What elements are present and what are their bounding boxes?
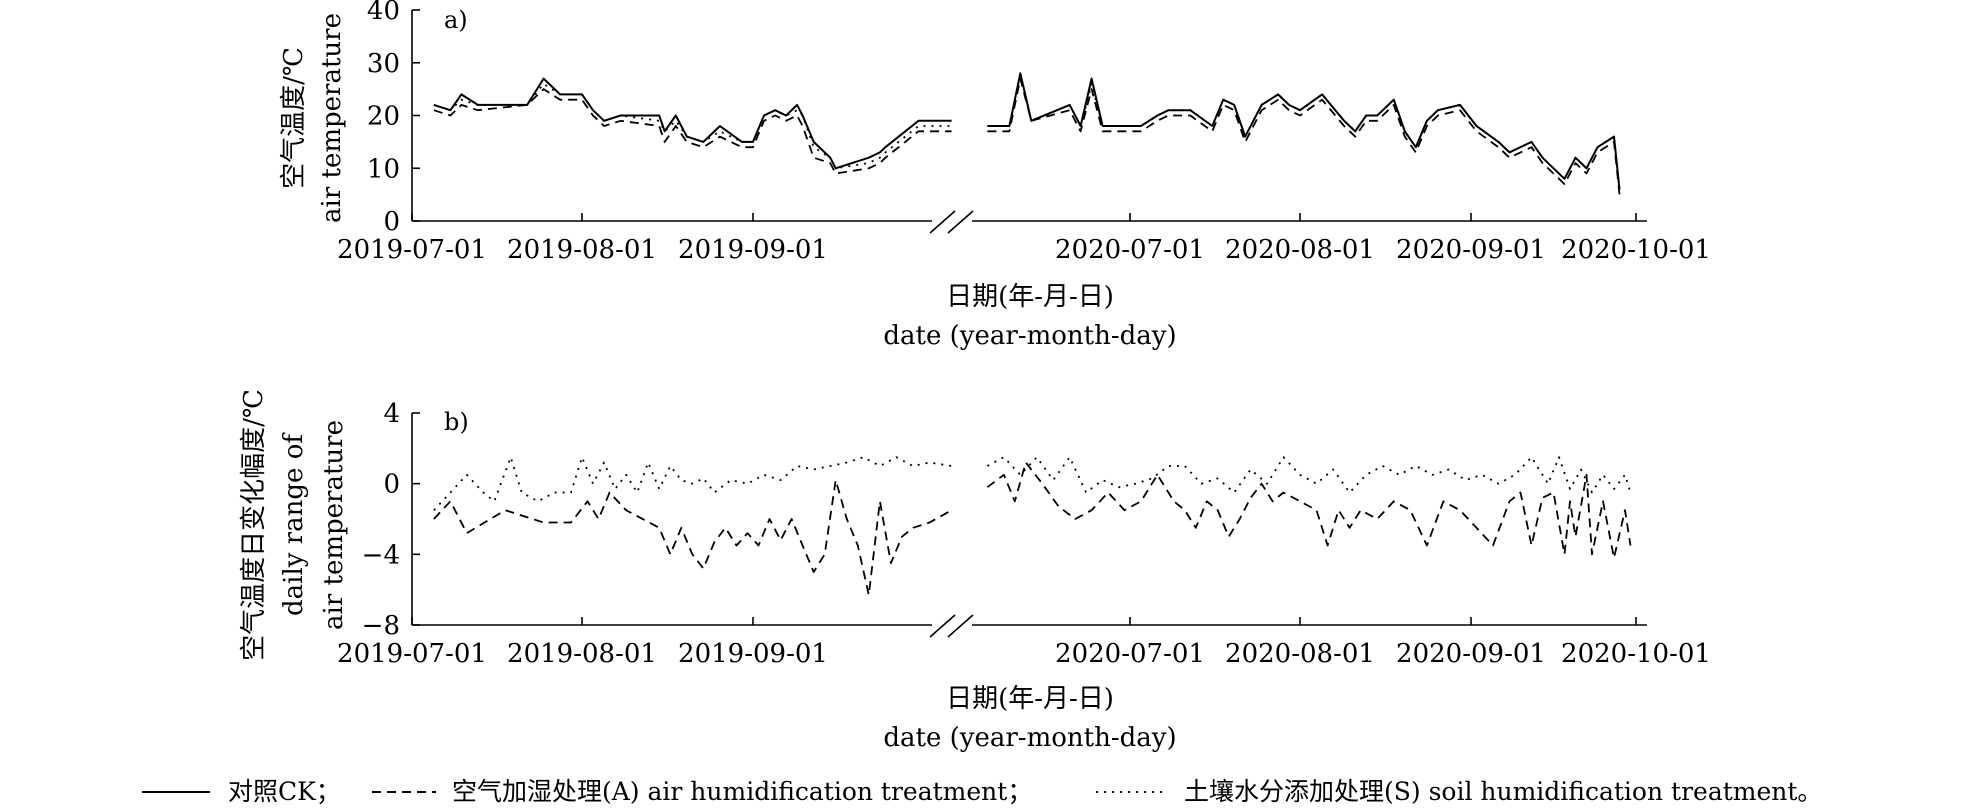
panel-a-series — [433, 72, 1621, 195]
series-dotted-segment-2 — [986, 456, 1632, 494]
panel-b-axis-break-mark-1 — [929, 614, 956, 638]
panel-b-x-ticks: 2019-07-01 2019-08-01 2019-09-01 2020-07-01… — [337, 617, 1711, 669]
y-tick-label: 0 — [383, 470, 400, 500]
series-dashed-segment-2 — [987, 77, 1621, 195]
y-tick-label: 40 — [367, 0, 400, 26]
y-tick-label: 30 — [367, 49, 400, 79]
x-tick-label: 2020-09-01 — [1396, 235, 1546, 265]
panel-b-series — [433, 456, 1632, 596]
panel-b-axis-break-mark-2 — [947, 614, 974, 638]
x-tick-label: 2020-09-01 — [1396, 639, 1546, 669]
y-tick-label: 10 — [367, 154, 400, 184]
panel-a-xlabel-en: date (year-month-day) — [883, 321, 1176, 351]
series-dotted-segment-1 — [433, 456, 952, 511]
legend-a-label: 空气加湿处理(A) air humidification treatment； — [452, 777, 1032, 806]
series-dotted-segment-2 — [987, 72, 1621, 190]
x-tick-label: 2019-07-01 — [337, 235, 487, 265]
y-tick-label: 4 — [383, 399, 400, 429]
x-tick-label: 2019-07-01 — [337, 639, 487, 669]
x-tick-label: 2020-07-01 — [1055, 639, 1205, 669]
x-tick-label: 2019-08-01 — [507, 235, 657, 265]
panel-a-y-ticks: 0 10 20 30 40 — [367, 0, 420, 237]
series-dashed-segment-2 — [986, 461, 1632, 559]
panel-b-y-ticks: −8 −4 0 4 — [362, 399, 420, 641]
panel-b-xlabel-cn: 日期(年-月-日) — [946, 684, 1114, 714]
x-tick-label: 2020-10-01 — [1561, 235, 1711, 265]
x-tick-label: 2020-10-01 — [1561, 639, 1711, 669]
legend: 对照CK； 空气加湿处理(A) air humidification treat… — [142, 777, 1822, 806]
panel-b-label: b) — [444, 408, 469, 436]
panel-a-x-ticks: 2019-07-01 2019-08-01 2019-09-01 2020-07-01… — [337, 213, 1711, 265]
panel-a-air-temperature: a) 空气温度/℃ air temperature 日期(年-月-日) date… — [279, 0, 1711, 351]
x-tick-label: 2019-09-01 — [678, 235, 828, 265]
panel-a-axis-break-mark-1 — [929, 210, 956, 234]
series-solid-segment-1 — [433, 77, 952, 170]
x-tick-label: 2020-07-01 — [1055, 235, 1205, 265]
panel-a-ylabel-cn: 空气温度/℃ — [279, 47, 309, 189]
x-tick-label: 2020-08-01 — [1225, 235, 1375, 265]
x-tick-label: 2020-08-01 — [1225, 639, 1375, 669]
y-tick-label: 20 — [367, 102, 400, 132]
panel-a-ylabel-en: air temperature — [317, 13, 347, 223]
panel-b-daily-range: b) 空气温度日变化幅度/℃ daily range of air temper… — [239, 389, 1711, 753]
series-dotted-segment-1 — [433, 82, 952, 170]
legend-ck-label: 对照CK； — [228, 777, 341, 806]
panel-b-ylabel-en-1: daily range of — [279, 432, 309, 616]
panel-b-ylabel-cn: 空气温度日变化幅度/℃ — [239, 389, 269, 661]
panel-b-xlabel-en: date (year-month-day) — [883, 723, 1176, 753]
panel-a-label: a) — [444, 6, 468, 34]
panel-a-xlabel-cn: 日期(年-月-日) — [946, 282, 1114, 312]
y-tick-label: −4 — [362, 540, 400, 570]
x-tick-label: 2019-08-01 — [507, 639, 657, 669]
series-solid-segment-2 — [987, 72, 1621, 190]
legend-s-label: 土壤水分添加处理(S) soil humidification treatmen… — [1184, 777, 1822, 806]
y-tick-label: −8 — [362, 611, 400, 641]
series-dashed-segment-1 — [433, 88, 952, 175]
panel-a-axis-break-mark-2 — [947, 210, 974, 234]
panel-b-ylabel-en-2: air temperature — [319, 420, 349, 630]
x-tick-label: 2019-09-01 — [678, 639, 828, 669]
y-tick-label: 0 — [383, 207, 400, 237]
series-dashed-segment-1 — [433, 479, 953, 596]
